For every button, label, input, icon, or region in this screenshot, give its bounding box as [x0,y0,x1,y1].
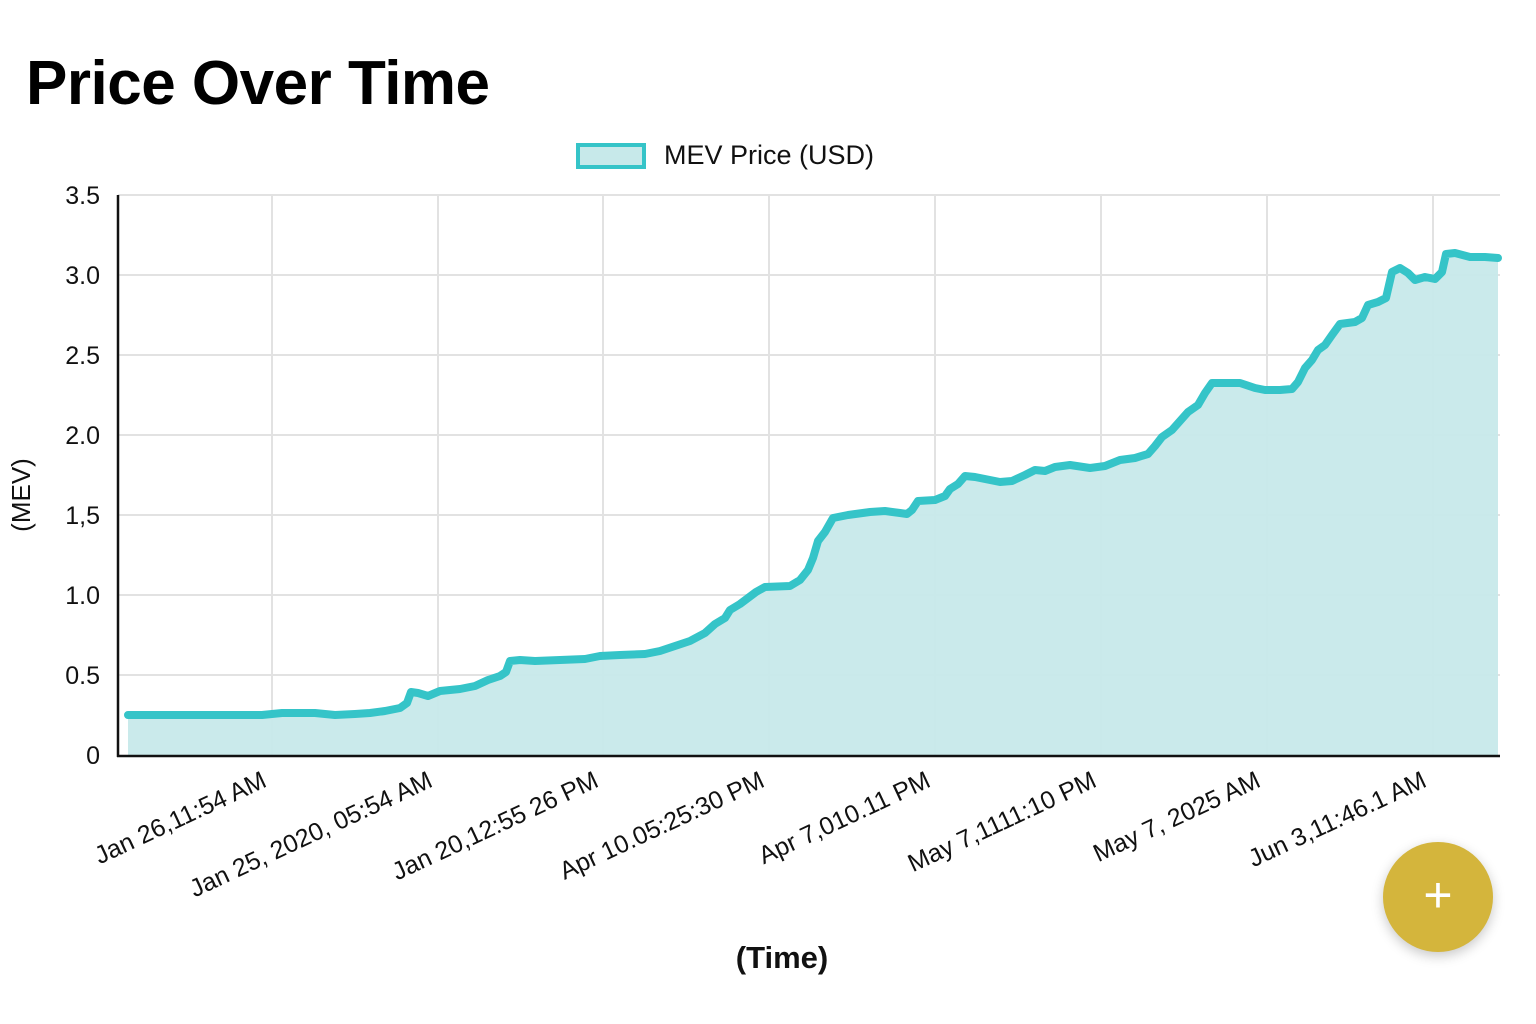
y-tick: 1.0 [65,582,100,610]
chart-legend: MEV Price (USD) [576,140,874,171]
y-tick: 0.5 [65,662,100,690]
y-tick: 1,5 [65,502,100,530]
y-tick: 0 [86,742,100,770]
x-tick: May 7, 2025 AM [1089,766,1265,868]
legend-swatch [576,142,646,169]
plus-icon: + [1423,867,1453,923]
add-fab-button[interactable]: + [1383,842,1493,952]
page-title: Price Over Time [26,49,490,118]
y-tick: 2.0 [65,422,100,450]
area-fill [128,253,1498,755]
y-tick: 3.5 [65,182,100,210]
y-tick: 3.0 [65,262,100,290]
x-axis-label: (Time) [736,940,828,975]
price-line [124,249,1502,719]
y-axis-label: (MEV) [6,458,36,532]
legend-label: MEV Price (USD) [664,140,875,170]
x-tick: May 7,1111:10 PM [904,766,1101,878]
y-tick-labels: 0 0.5 1.0 1,5 2.0 2.5 3.0 3.5 [65,182,100,770]
y-tick: 2.5 [65,342,100,370]
x-tick-labels: Jan 26,11:54 AM Jan 25, 2020, 05:54 AM J… [90,766,1430,903]
